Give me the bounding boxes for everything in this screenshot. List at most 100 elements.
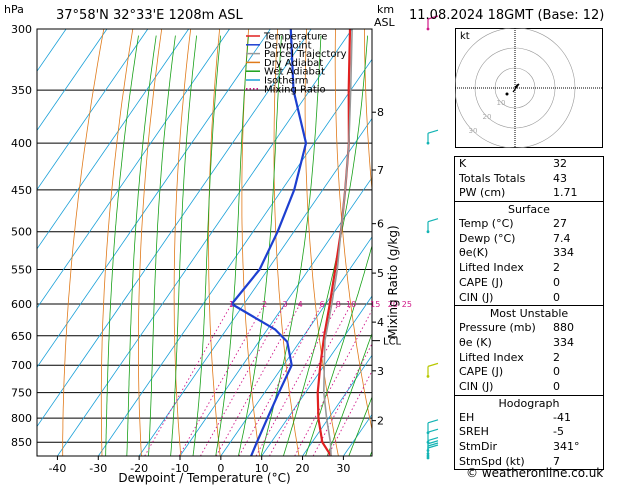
dry-adiabat bbox=[138, 29, 163, 456]
legend-entry: Dry Adiabat bbox=[264, 58, 323, 69]
surface-row: CAPE (J) 0 bbox=[455, 276, 603, 291]
km-tick-label: 6 bbox=[377, 218, 384, 231]
mixing-ratio-line bbox=[269, 303, 352, 456]
km-tick-label: 3 bbox=[377, 365, 384, 378]
surface-value: 0 bbox=[553, 275, 560, 289]
most-unstable-value: 334 bbox=[553, 335, 574, 349]
pressure-tick-label: 650 bbox=[11, 330, 32, 343]
hodograph-param-label: SREH bbox=[459, 425, 489, 439]
hodograph-params-title: Hodograph bbox=[498, 396, 560, 410]
hodograph-param-row: StmDir 341° bbox=[455, 440, 603, 455]
dry-adiabat bbox=[100, 29, 134, 456]
x-axis-label: Dewpoint / Temperature (°C) bbox=[118, 471, 290, 485]
indices-panel: K 32 Totals Totals 43 PW (cm) 1.71 Surface Te… bbox=[454, 156, 604, 471]
most-unstable-value: 880 bbox=[553, 321, 574, 335]
mixing-ratio-line bbox=[178, 303, 265, 456]
surface-value: 27 bbox=[553, 217, 567, 231]
isotherm-line bbox=[37, 29, 67, 72]
most-unstable-title: Most Unstable bbox=[489, 307, 569, 321]
dry-adiabat bbox=[241, 29, 260, 456]
legend-entry: Parcel Trajectory bbox=[264, 49, 347, 60]
hodograph-plot: kt 10 20 30 bbox=[455, 28, 603, 148]
mixing-ratio-label: 20 bbox=[388, 300, 398, 309]
mixing-ratio-label: 6 bbox=[320, 300, 325, 309]
index-label: Totals Totals bbox=[459, 171, 526, 185]
index-label: PW (cm) bbox=[459, 186, 506, 200]
x-tick-label: 20 bbox=[296, 462, 310, 475]
wind-barb bbox=[426, 129, 439, 145]
surface-label: Temp (°C) bbox=[459, 217, 514, 231]
surface-value: 334 bbox=[553, 246, 574, 260]
surface-label: Lifted Index bbox=[459, 261, 524, 275]
most-unstable-row: CIN (J) 0 bbox=[455, 380, 603, 395]
dry-adiabat bbox=[364, 29, 372, 195]
most-unstable-row: θe (K) 334 bbox=[455, 336, 603, 351]
wind-barb bbox=[426, 444, 439, 460]
surface-title: Surface bbox=[508, 203, 550, 217]
legend-entry: Temperature bbox=[263, 32, 327, 43]
mixing-ratio-axis-label: Mixing Ratio (g/kg) bbox=[386, 225, 400, 338]
most-unstable-label: CIN (J) bbox=[459, 379, 494, 393]
hodograph-ring-label: 10 bbox=[497, 99, 506, 107]
location-title: 37°58'N 32°33'E 1208m ASL bbox=[56, 8, 243, 23]
pressure-tick-label: 500 bbox=[11, 226, 32, 239]
x-tick-label: -40 bbox=[48, 462, 66, 475]
datetime-label: 11.08.2024 18GMT (Base: 12) bbox=[409, 8, 605, 23]
hodograph-trace bbox=[512, 83, 520, 93]
isotherm-line bbox=[57, 29, 353, 456]
x-tick-label: -10 bbox=[171, 462, 189, 475]
mixing-ratio-label: 2 bbox=[262, 300, 267, 309]
mixing-ratio-line bbox=[200, 303, 286, 456]
pressure-tick-label: 600 bbox=[11, 298, 32, 311]
hodograph-param-row: SREH -5 bbox=[455, 425, 603, 440]
wet-adiabat bbox=[148, 35, 176, 456]
dry-adiabat bbox=[625, 29, 629, 456]
mixing-ratio-label: 4 bbox=[298, 300, 303, 309]
mixing-ratio-label: 8 bbox=[336, 300, 341, 309]
isotherm-line bbox=[138, 117, 372, 456]
isotherm-line bbox=[37, 29, 230, 309]
km-tick-label: 5 bbox=[377, 267, 384, 280]
storm-motion-marker bbox=[505, 92, 509, 96]
most-unstable-value: 0 bbox=[553, 379, 560, 393]
isotherm-line bbox=[179, 177, 372, 456]
mixing-ratio-line bbox=[255, 303, 339, 456]
surface-row: θe(K) 334 bbox=[455, 246, 603, 261]
mixing-ratio-line bbox=[144, 303, 232, 456]
index-row: Totals Totals 43 bbox=[455, 172, 603, 187]
hodograph-param-label: EH bbox=[459, 410, 475, 424]
dry-adiabat bbox=[334, 29, 372, 432]
pressure-tick-label: 700 bbox=[11, 359, 32, 372]
surface-label: CAPE (J) bbox=[459, 275, 504, 289]
wet-adiabat bbox=[348, 396, 372, 456]
isotherm-line bbox=[37, 29, 312, 428]
series-parcel-trajectory bbox=[323, 29, 353, 456]
isotherm-line bbox=[220, 236, 372, 456]
surface-value: 2 bbox=[553, 261, 560, 275]
mixing-ratio-label: 3 bbox=[283, 300, 288, 309]
x-tick-label: 10 bbox=[255, 462, 269, 475]
hodograph-param-row: StmSpd (kt) 7 bbox=[455, 455, 603, 470]
series-dewpoint bbox=[230, 29, 308, 456]
mixing-ratio-label: 1 bbox=[229, 300, 234, 309]
hodograph-param-value: -5 bbox=[553, 425, 564, 439]
mixing-ratio-label: 25 bbox=[402, 300, 412, 309]
most-unstable-label: θe (K) bbox=[459, 335, 492, 349]
most-unstable-row: Pressure (mb) 880 bbox=[455, 321, 603, 336]
asl-label: ASL bbox=[374, 16, 395, 29]
surface-value: 0 bbox=[553, 290, 560, 304]
isotherm-line bbox=[97, 58, 372, 456]
hodograph-param-value: 341° bbox=[553, 440, 580, 453]
hodograph-param-value: -41 bbox=[553, 410, 571, 424]
pressure-unit: hPa bbox=[4, 3, 24, 16]
isotherm-line bbox=[302, 354, 372, 456]
index-value: 32 bbox=[553, 157, 567, 170]
x-tick-label: 30 bbox=[336, 462, 350, 475]
wet-adiabat bbox=[326, 332, 372, 456]
mixing-ratio-label: 10 bbox=[346, 300, 356, 309]
isotherm-line bbox=[261, 295, 372, 456]
pressure-tick-label: 450 bbox=[11, 184, 32, 197]
plot-frame bbox=[36, 28, 373, 457]
wet-adiabat bbox=[260, 35, 322, 456]
hodograph-kt-label: kt bbox=[460, 31, 470, 42]
